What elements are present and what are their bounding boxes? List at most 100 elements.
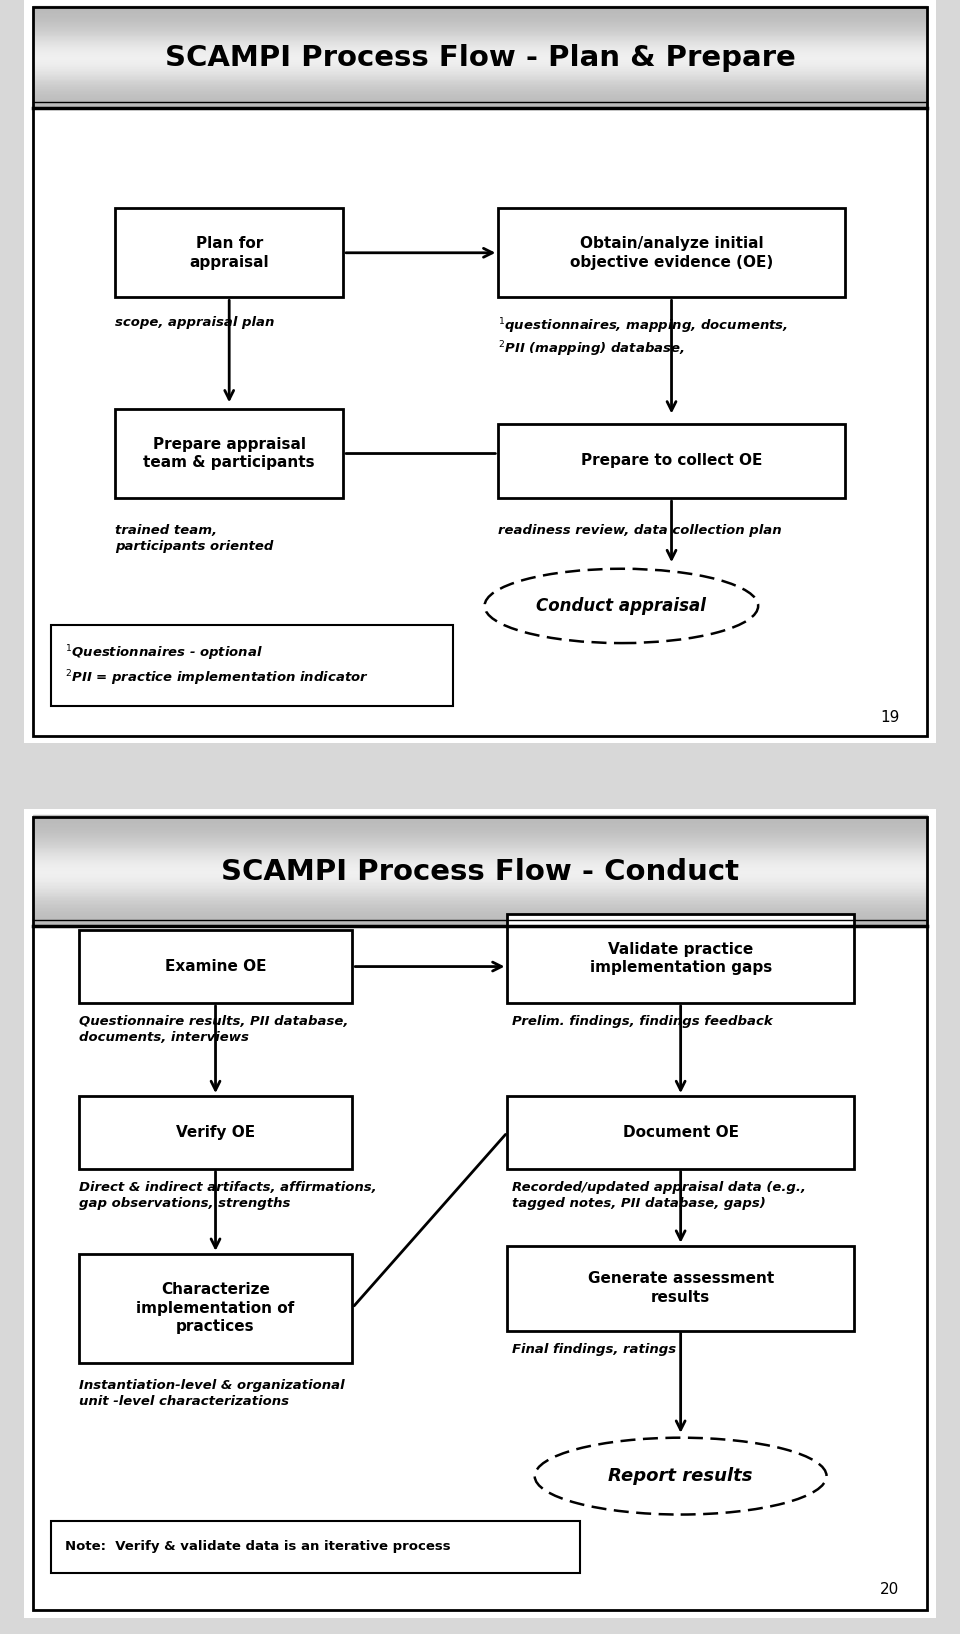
Bar: [33, 886, 927, 887]
Bar: [33, 69, 927, 72]
Text: Prepare to collect OE: Prepare to collect OE: [581, 454, 762, 469]
Bar: [33, 864, 927, 868]
Text: Prelim. findings, findings feedback: Prelim. findings, findings feedback: [512, 1015, 773, 1028]
Bar: [33, 60, 927, 64]
Bar: [33, 51, 927, 54]
Bar: [33, 92, 927, 95]
Text: Prepare appraisal
team & participants: Prepare appraisal team & participants: [143, 436, 315, 471]
Bar: [33, 879, 927, 882]
Bar: [507, 913, 854, 1003]
Bar: [33, 10, 927, 13]
Bar: [507, 1245, 854, 1330]
Bar: [33, 842, 927, 845]
Bar: [33, 101, 927, 105]
Text: Generate assessment
results: Generate assessment results: [588, 1271, 774, 1306]
Bar: [33, 824, 927, 827]
Bar: [33, 827, 927, 828]
Text: 19: 19: [880, 709, 900, 725]
Bar: [33, 41, 927, 44]
Bar: [33, 16, 927, 18]
Bar: [33, 918, 927, 920]
Ellipse shape: [485, 569, 758, 644]
Bar: [498, 208, 845, 297]
Bar: [33, 8, 927, 11]
Bar: [33, 20, 927, 23]
Bar: [33, 34, 927, 36]
Text: Direct & indirect artifacts, affirmations,
gap observations, strengths: Direct & indirect artifacts, affirmation…: [79, 1181, 376, 1209]
Bar: [33, 853, 927, 856]
Bar: [33, 88, 927, 92]
Ellipse shape: [535, 1438, 827, 1515]
Bar: [33, 838, 927, 842]
Bar: [33, 75, 927, 78]
Bar: [33, 11, 927, 15]
Text: SCAMPI Process Flow - Plan & Prepare: SCAMPI Process Flow - Plan & Prepare: [164, 44, 796, 72]
Bar: [33, 884, 927, 887]
Bar: [33, 881, 927, 884]
Bar: [33, 825, 927, 828]
Bar: [33, 830, 927, 833]
Bar: [33, 33, 927, 34]
Text: Note:  Verify & validate data is an iterative process: Note: Verify & validate data is an itera…: [65, 1541, 450, 1554]
Bar: [33, 897, 927, 900]
Bar: [33, 863, 927, 866]
Bar: [33, 918, 927, 922]
Bar: [33, 65, 927, 69]
Bar: [33, 23, 927, 25]
Bar: [33, 85, 927, 88]
Bar: [33, 46, 927, 49]
Bar: [33, 848, 927, 851]
Bar: [33, 866, 927, 869]
Bar: [33, 78, 927, 82]
Bar: [33, 845, 927, 848]
Bar: [33, 856, 927, 859]
Bar: [33, 103, 927, 105]
Bar: [33, 77, 927, 80]
Bar: [33, 835, 927, 838]
Bar: [33, 100, 927, 103]
Bar: [33, 915, 927, 918]
Bar: [33, 843, 927, 845]
Bar: [33, 912, 927, 915]
Bar: [79, 1096, 352, 1168]
Bar: [33, 837, 927, 840]
Bar: [33, 105, 927, 108]
Bar: [33, 846, 927, 850]
Bar: [52, 1521, 580, 1574]
Bar: [33, 67, 927, 70]
Bar: [33, 840, 927, 843]
Bar: [33, 871, 927, 874]
Bar: [33, 868, 927, 871]
Bar: [33, 59, 927, 62]
Bar: [33, 902, 927, 905]
Bar: [33, 894, 927, 897]
Bar: [33, 44, 927, 47]
Bar: [33, 38, 927, 41]
Bar: [33, 917, 927, 920]
Bar: [33, 93, 927, 96]
Bar: [33, 65, 927, 67]
Bar: [33, 39, 927, 42]
Text: Verify OE: Verify OE: [176, 1124, 255, 1141]
Bar: [33, 93, 927, 95]
Bar: [115, 408, 344, 498]
Bar: [33, 42, 927, 46]
Bar: [33, 15, 927, 18]
Bar: [33, 64, 927, 67]
Bar: [33, 26, 927, 29]
Bar: [33, 923, 927, 926]
Bar: [33, 910, 927, 912]
Bar: [33, 882, 927, 886]
Bar: [33, 51, 927, 52]
Bar: [52, 624, 453, 706]
Bar: [33, 21, 927, 25]
Bar: [33, 72, 927, 74]
Bar: [33, 87, 927, 88]
Bar: [33, 889, 927, 892]
Bar: [33, 52, 927, 56]
Bar: [33, 861, 927, 864]
Bar: [507, 1096, 854, 1168]
Text: Obtain/analyze initial
objective evidence (OE): Obtain/analyze initial objective evidenc…: [570, 235, 773, 270]
Bar: [33, 819, 927, 820]
Text: Validate practice
implementation gaps: Validate practice implementation gaps: [589, 941, 772, 975]
